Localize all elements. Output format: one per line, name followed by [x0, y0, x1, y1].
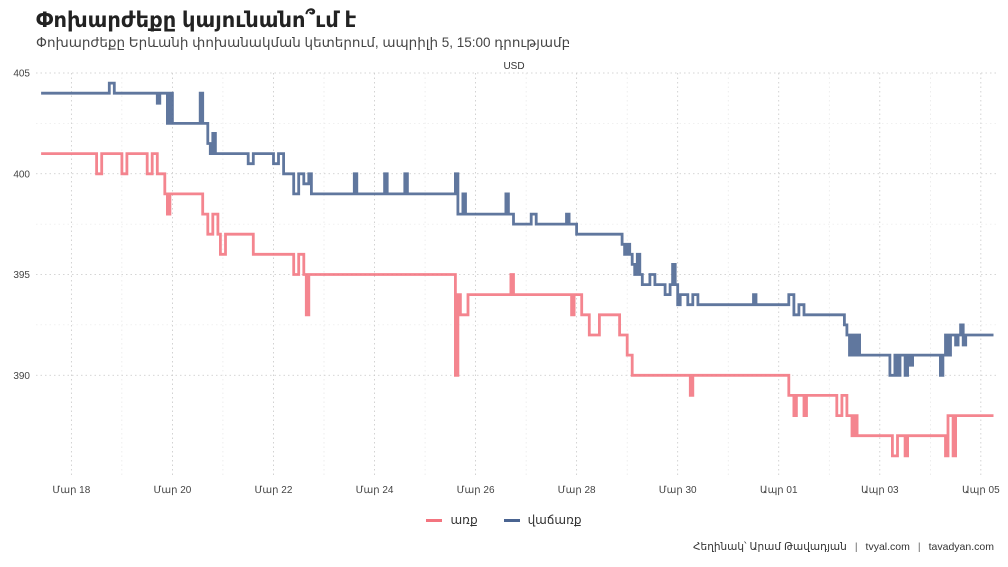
- caption-site-tavadyan: tavadyan.com: [928, 541, 994, 553]
- caption-author: Հեղինակ՝ Արամ Թավադյան: [693, 541, 847, 553]
- x-tick-label: Մար 26: [457, 485, 495, 496]
- x-tick-label: Մար 22: [255, 485, 293, 496]
- legend-item-sell: վաճառք: [503, 513, 582, 527]
- y-tick-label: 390: [13, 371, 30, 382]
- y-tick-label: 405: [13, 69, 30, 80]
- x-tick-label: Մար 28: [558, 485, 596, 496]
- facet-label: USD: [503, 61, 524, 72]
- series-line-sell: [41, 81, 994, 377]
- legend-label-sell: վաճառք: [527, 513, 582, 527]
- series-layer: [41, 81, 994, 458]
- x-tick-label: Մար 24: [356, 485, 394, 496]
- caption: Հեղինակ՝ Արամ Թավադյան | tvyal.com | tavadya…: [693, 541, 994, 553]
- legend-swatch-sell: [503, 518, 520, 522]
- x-tick-label: Մար 30: [659, 485, 697, 496]
- legend: առք վաճառք: [0, 513, 1008, 527]
- x-tick-labels: Մար 18 Մար 20 Մար 22 Մար 24 Մար 26 Մար 28 Մար …: [52, 485, 1000, 496]
- chart-title: Փոխարժեքը կայունանո՞ւմ է: [36, 9, 357, 32]
- y-tick-label: 400: [13, 169, 30, 180]
- x-tick-label: Մար 20: [153, 485, 191, 496]
- x-tick-label: Մար 18: [52, 485, 90, 496]
- series-line-buy: [41, 152, 994, 458]
- x-tick-label: Ապր 03: [861, 485, 899, 496]
- y-tick-labels: 390 395 400 405: [13, 69, 30, 382]
- y-tick-label: 395: [13, 270, 30, 281]
- legend-label-buy: առք: [450, 513, 478, 527]
- legend-swatch-buy: [426, 518, 443, 522]
- x-tick-label: Ապր 05: [962, 485, 1000, 496]
- caption-site-tvyal: tvyal.com: [865, 541, 910, 553]
- legend-item-buy: առք: [426, 513, 478, 527]
- chart-subtitle: Փոխարժեքը Երևանի փոխանակման կետերում, ապ…: [36, 35, 571, 50]
- x-tick-label: Ապր 01: [760, 485, 798, 496]
